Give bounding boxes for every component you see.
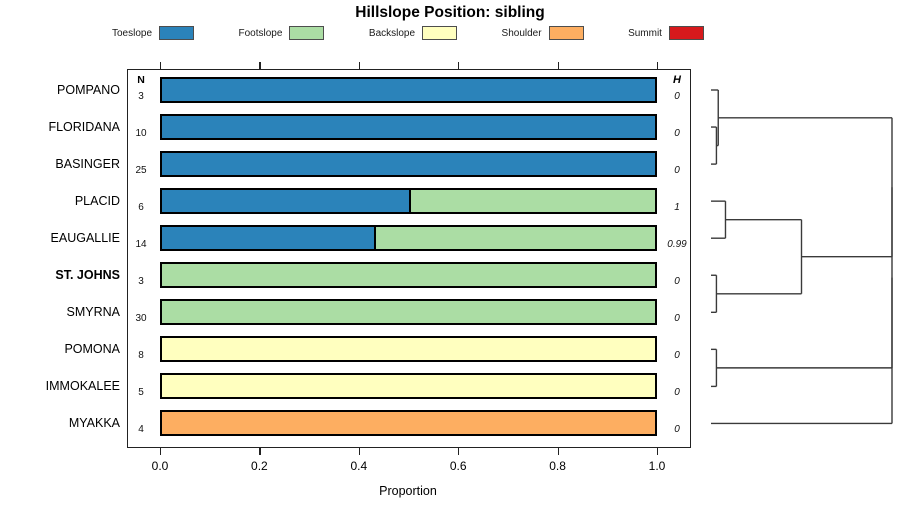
bar-segment-backslope [162, 375, 655, 398]
x-tick-label: 0.4 [350, 459, 368, 473]
x-tick-label: 0.6 [449, 459, 467, 473]
h-value: 0.99 [667, 239, 687, 251]
legend-label: Backslope [368, 27, 416, 39]
top-tick [657, 62, 659, 69]
h-value: 0 [674, 128, 680, 140]
h-value: 0 [674, 276, 680, 288]
stacked-bar [160, 225, 657, 252]
stacked-bar [160, 151, 657, 178]
series-label: POMONA [64, 342, 120, 357]
n-value: 6 [138, 202, 144, 214]
bar-segment-footslope [408, 190, 655, 213]
x-tick-label: 0.8 [549, 459, 566, 473]
bottom-tick [458, 448, 460, 455]
series-label: FLORIDANA [48, 120, 120, 135]
h-column-header: H [673, 74, 681, 86]
legend-label: Summit [628, 27, 662, 39]
n-value: 3 [138, 276, 144, 288]
n-value: 30 [135, 313, 147, 325]
n-value: 14 [135, 239, 147, 251]
stacked-bar [160, 373, 657, 400]
bar-segment-footslope [373, 227, 655, 250]
legend-swatch [289, 26, 325, 40]
n-value: 5 [138, 387, 144, 399]
legend-entry-backslope: Backslope [368, 26, 458, 40]
top-tick [160, 62, 162, 69]
series-label: SMYRNA [66, 305, 120, 320]
bottom-tick [557, 448, 559, 455]
series-label: IMMOKALEE [45, 379, 120, 394]
chart-title: Hillslope Position: sibling [355, 4, 545, 21]
legend: Toeslope Footslope Backslope Shoulder Summit [112, 25, 704, 41]
bottom-tick [358, 448, 361, 455]
h-value: 0 [674, 313, 680, 325]
n-value: 10 [135, 128, 147, 140]
legend-swatch [422, 26, 458, 40]
bar-segment-footslope [162, 264, 655, 287]
legend-swatch [668, 26, 704, 40]
h-value: 0 [674, 165, 680, 177]
bottom-tick [259, 448, 261, 455]
h-value: 0 [674, 387, 680, 399]
stacked-bar [160, 262, 657, 289]
x-tick-label: 0.2 [251, 459, 268, 473]
stacked-bar [160, 188, 657, 215]
legend-entry-summit: Summit [628, 26, 704, 40]
legend-swatch [548, 26, 584, 40]
bar-segment-toeslope [162, 79, 655, 101]
stacked-bar [160, 410, 657, 437]
bar-segment-toeslope [162, 153, 655, 176]
stacked-bar [160, 299, 657, 326]
h-value: 1 [674, 202, 680, 214]
bar-segment-toeslope [162, 190, 409, 213]
n-value: 8 [138, 350, 144, 362]
legend-entry-shoulder: Shoulder [502, 26, 584, 40]
h-value: 0 [674, 350, 680, 362]
n-value: 25 [135, 165, 147, 177]
series-label: EAUGALLIE [50, 231, 120, 246]
n-value: 3 [138, 91, 144, 102]
bottom-tick [657, 448, 659, 455]
stacked-bar [160, 114, 657, 141]
bar-segment-shoulder [162, 412, 655, 435]
h-value: 0 [674, 91, 680, 102]
stacked-bar [160, 77, 657, 103]
legend-label: Shoulder [501, 27, 542, 39]
top-tick [458, 62, 460, 69]
series-label: BASINGER [55, 157, 120, 172]
legend-label: Toeslope [112, 27, 153, 39]
bottom-tick [160, 448, 162, 455]
legend-entry-toeslope: Toeslope [112, 26, 195, 40]
top-tick [557, 62, 559, 69]
x-tick-label: 1.0 [648, 459, 666, 473]
top-tick [259, 62, 261, 69]
stacked-bar [160, 336, 657, 363]
legend-label: Footslope [238, 27, 283, 39]
series-label: POMPANO [57, 83, 120, 97]
n-column-header: N [137, 74, 145, 86]
top-tick [358, 62, 361, 69]
x-tick-label: 0.0 [151, 459, 169, 473]
n-value: 4 [138, 424, 144, 436]
series-label: PLACID [74, 194, 120, 209]
series-label: ST. JOHNS [55, 268, 120, 283]
series-label: MYAKKA [68, 416, 120, 431]
bar-segment-footslope [162, 301, 655, 324]
legend-swatch [159, 26, 195, 40]
h-value: 0 [674, 424, 680, 436]
x-axis-title: Proportion [379, 484, 437, 498]
bar-segment-toeslope [162, 116, 655, 139]
bar-segment-toeslope [162, 227, 374, 250]
bar-segment-backslope [162, 338, 655, 361]
legend-entry-footslope: Footslope [239, 26, 325, 40]
